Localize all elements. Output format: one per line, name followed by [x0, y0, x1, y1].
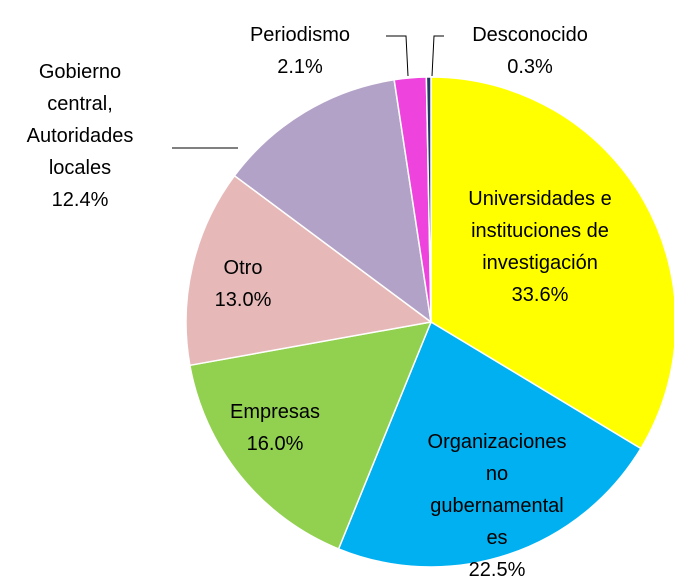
slice-label: Desconocido 0.3%: [450, 19, 610, 83]
slice-label: Universidades e instituciones de investi…: [463, 183, 618, 311]
value-label: 12.4%: [51, 189, 109, 211]
category-label: Gobierno central, Autoridades locales: [26, 61, 134, 179]
pie-slice: [337, 320, 642, 568]
value-label: 2.1%: [277, 56, 323, 78]
category-label: Periodismo: [249, 24, 351, 46]
slice-label: Otro 13.0%: [193, 252, 293, 316]
slice-label: Gobierno central, Autoridades locales 12.…: [15, 56, 145, 216]
pie-slice: [233, 78, 433, 324]
category-label: Empresas: [229, 401, 321, 423]
leader-line: [431, 35, 444, 77]
category-label: Organizaciones no gubernamentales: [427, 431, 567, 549]
value-label: 13.0%: [214, 289, 272, 311]
pie-slice: [188, 321, 433, 550]
category-label: Universidades e instituciones de investi…: [468, 188, 612, 274]
value-label: 22.5%: [468, 559, 526, 581]
slice-label: Organizaciones no gubernamentales 22.5%: [426, 426, 568, 586]
leader-line: [386, 35, 409, 77]
pie-slice: [425, 76, 432, 323]
category-label: Otro: [223, 257, 263, 279]
pie-slice: [185, 174, 433, 367]
category-label: Desconocido: [472, 24, 588, 46]
pie-slice: [430, 76, 674, 450]
value-label: 33.6%: [511, 284, 569, 306]
value-label: 0.3%: [507, 56, 553, 78]
slice-label: Empresas 16.0%: [200, 396, 350, 460]
value-label: 16.0%: [246, 433, 304, 455]
slice-label: Periodismo 2.1%: [220, 19, 380, 83]
